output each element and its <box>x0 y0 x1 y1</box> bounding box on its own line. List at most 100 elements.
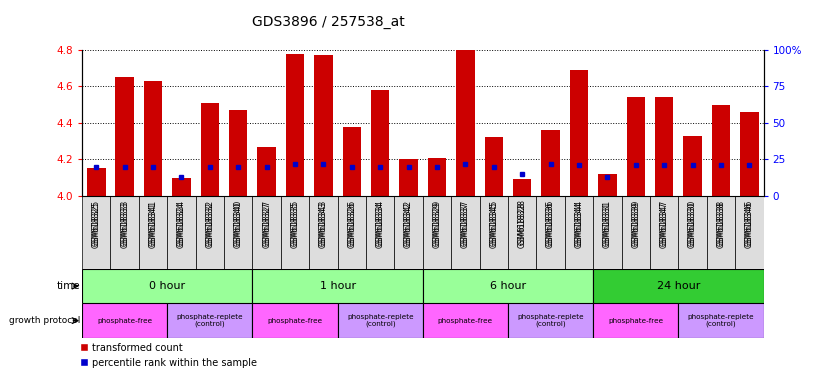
Bar <box>599 174 617 196</box>
Bar <box>712 104 730 196</box>
Text: GSM618345: GSM618345 <box>489 200 498 246</box>
Bar <box>82 269 253 303</box>
Text: GSM618346: GSM618346 <box>745 200 754 246</box>
Legend: transformed count, percentile rank within the sample: transformed count, percentile rank withi… <box>79 343 257 367</box>
Bar <box>423 303 508 338</box>
Text: GSM618337: GSM618337 <box>461 200 470 246</box>
Text: GSM618346: GSM618346 <box>745 202 754 248</box>
Bar <box>508 303 594 338</box>
Bar <box>399 159 418 196</box>
Text: GSM618331: GSM618331 <box>603 200 612 246</box>
Bar <box>735 196 764 269</box>
Bar <box>371 90 389 196</box>
Text: GSM618335: GSM618335 <box>291 200 300 246</box>
Text: GSM618325: GSM618325 <box>92 200 101 246</box>
Text: GSM618336: GSM618336 <box>546 200 555 246</box>
Bar <box>740 112 759 196</box>
Bar <box>594 269 764 303</box>
Text: 24 hour: 24 hour <box>657 281 700 291</box>
Text: GSM618334: GSM618334 <box>376 202 385 248</box>
Text: phosphate-replete
(control): phosphate-replete (control) <box>177 314 243 328</box>
Bar <box>116 77 134 196</box>
Text: GSM618330: GSM618330 <box>688 200 697 246</box>
Text: GSM618338: GSM618338 <box>717 200 726 246</box>
Text: GSM618341: GSM618341 <box>149 202 158 248</box>
Text: GSM618341: GSM618341 <box>149 200 158 246</box>
Bar <box>565 196 594 269</box>
Bar <box>479 196 508 269</box>
Bar <box>337 303 423 338</box>
Bar <box>508 196 536 269</box>
Text: GSM618347: GSM618347 <box>659 200 668 246</box>
Bar <box>310 196 337 269</box>
Bar <box>484 137 503 196</box>
Bar <box>707 196 735 269</box>
Bar <box>342 127 361 196</box>
Bar <box>337 196 366 269</box>
Bar <box>594 196 621 269</box>
Text: GSM618344: GSM618344 <box>575 202 584 248</box>
Text: GSM618339: GSM618339 <box>631 200 640 246</box>
Text: GSM618333: GSM618333 <box>120 200 129 246</box>
Bar <box>258 147 276 196</box>
Text: GSM618333: GSM618333 <box>120 202 129 248</box>
Text: GSM618337: GSM618337 <box>461 202 470 248</box>
Text: GSM618330: GSM618330 <box>688 202 697 248</box>
Text: GSM618327: GSM618327 <box>262 200 271 246</box>
Bar <box>286 53 305 196</box>
Bar <box>570 70 588 196</box>
Text: GSM618344: GSM618344 <box>575 200 584 246</box>
Bar <box>82 303 167 338</box>
Bar <box>253 303 337 338</box>
Bar <box>87 169 106 196</box>
Bar <box>144 81 163 196</box>
Text: GSM618343: GSM618343 <box>319 202 328 248</box>
Bar <box>626 98 645 196</box>
Text: GSM618332: GSM618332 <box>205 202 214 248</box>
Text: GSM618328: GSM618328 <box>518 200 527 245</box>
Bar <box>229 110 247 196</box>
Text: GSM618327: GSM618327 <box>262 202 271 248</box>
Text: GSM618339: GSM618339 <box>631 202 640 248</box>
Bar <box>253 196 281 269</box>
Text: phosphate-replete
(control): phosphate-replete (control) <box>347 314 414 328</box>
Bar <box>139 196 167 269</box>
Text: phosphate-free: phosphate-free <box>268 318 323 324</box>
Bar <box>82 196 111 269</box>
Text: growth protocol: growth protocol <box>9 316 80 325</box>
Text: phosphate-replete
(control): phosphate-replete (control) <box>517 314 584 328</box>
Bar <box>224 196 253 269</box>
Text: GSM618338: GSM618338 <box>717 202 726 248</box>
Bar <box>594 303 678 338</box>
Text: GSM618326: GSM618326 <box>347 202 356 248</box>
Text: GSM618343: GSM618343 <box>319 200 328 246</box>
Text: GSM618325: GSM618325 <box>92 202 101 248</box>
Bar <box>423 269 594 303</box>
Text: GSM618324: GSM618324 <box>177 200 186 246</box>
Text: time: time <box>57 281 80 291</box>
Bar <box>281 196 310 269</box>
Text: GSM618345: GSM618345 <box>489 202 498 248</box>
Text: phosphate-free: phosphate-free <box>438 318 493 324</box>
Bar <box>314 55 333 196</box>
Text: GSM618336: GSM618336 <box>546 202 555 248</box>
Text: GSM618335: GSM618335 <box>291 202 300 248</box>
Bar <box>428 157 447 196</box>
Text: GSM618326: GSM618326 <box>347 200 356 246</box>
Text: 0 hour: 0 hour <box>149 281 186 291</box>
Bar <box>655 98 673 196</box>
Bar <box>456 50 475 196</box>
Text: GSM618342: GSM618342 <box>404 200 413 246</box>
Bar <box>536 196 565 269</box>
Text: phosphate-replete
(control): phosphate-replete (control) <box>688 314 754 328</box>
Bar <box>678 196 707 269</box>
Bar <box>513 179 531 196</box>
Text: GSM618340: GSM618340 <box>234 200 243 246</box>
Bar <box>172 178 190 196</box>
Text: GSM618324: GSM618324 <box>177 202 186 248</box>
Text: GSM618334: GSM618334 <box>376 200 385 246</box>
Bar <box>200 103 219 196</box>
Bar <box>167 196 195 269</box>
Text: phosphate-free: phosphate-free <box>608 318 663 324</box>
Text: GSM618329: GSM618329 <box>433 200 442 246</box>
